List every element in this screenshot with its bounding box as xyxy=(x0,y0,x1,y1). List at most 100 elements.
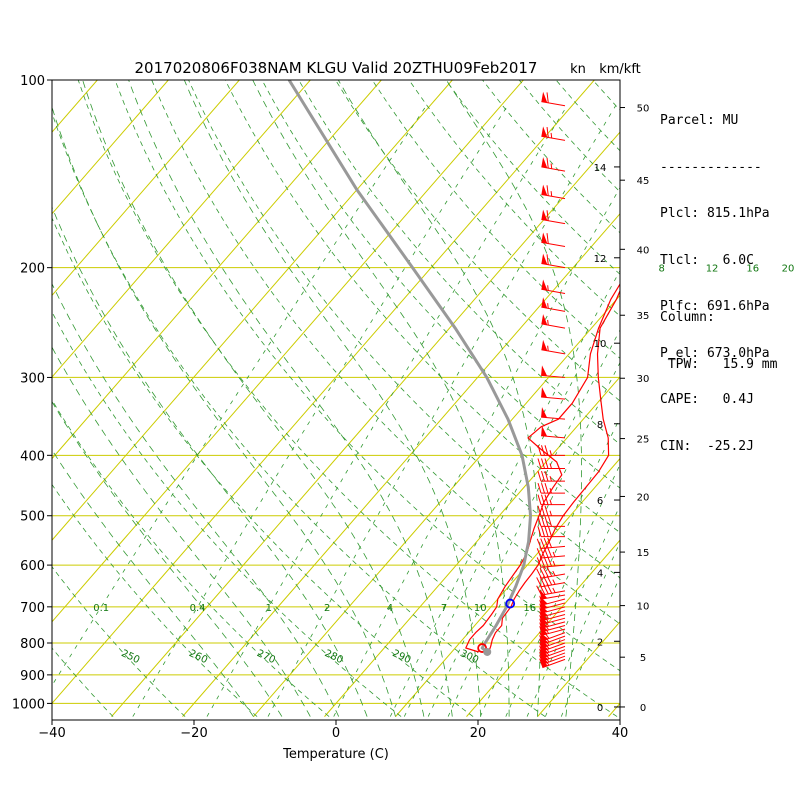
moist-adiabat--6 xyxy=(52,400,283,717)
barb-flag xyxy=(541,91,548,103)
moist-adiabat-18 xyxy=(128,80,453,717)
barb-full xyxy=(547,556,553,567)
barb-half xyxy=(547,319,549,326)
dry-adiabat-300 xyxy=(52,111,546,717)
parcel-start-point xyxy=(483,647,492,656)
barb-staff xyxy=(541,610,566,618)
moist-adiabat-26 xyxy=(252,80,510,717)
isotherm--70 xyxy=(52,80,382,460)
barb-full xyxy=(537,505,542,516)
wind-barb xyxy=(536,537,566,550)
mixing-ratio-label: 0.4 xyxy=(190,603,206,614)
barb-half xyxy=(549,475,552,482)
x-axis-label: Temperature (C) xyxy=(282,747,389,762)
barb-flag xyxy=(541,425,548,437)
barb-staff xyxy=(541,396,566,400)
pressure-tick-label: 700 xyxy=(20,601,45,616)
kft-tick-label: 40 xyxy=(637,245,650,256)
mixing-ratio-label: 10 xyxy=(474,603,487,614)
barb-full xyxy=(546,210,549,221)
mixing-ratio-label: 7 xyxy=(441,603,447,614)
temperature-tick-label: −40 xyxy=(38,726,65,741)
temperature-tick-label: −20 xyxy=(180,726,207,741)
wind-barb xyxy=(536,566,566,579)
mixing-ratio-label: 16 xyxy=(746,264,759,275)
barb-full xyxy=(546,185,549,196)
barb-full xyxy=(541,494,545,505)
isotherm--80 xyxy=(52,80,311,378)
dry-adiabat-340 xyxy=(188,80,620,579)
wind-barb xyxy=(536,556,566,568)
temperature-tick-label: 0 xyxy=(332,726,340,741)
barb-full xyxy=(544,470,549,482)
wind-barb xyxy=(537,526,565,538)
mixing-ratio-label: 20 xyxy=(782,264,795,275)
barb-flag xyxy=(541,279,548,291)
kft-tick-label: 35 xyxy=(637,311,650,322)
barb-full xyxy=(546,127,549,138)
mixing-ratio-label: 4 xyxy=(387,603,393,614)
dry-adiabat-270 xyxy=(52,399,330,717)
barb-flag xyxy=(541,387,548,398)
barb-staff xyxy=(541,135,566,141)
barb-full xyxy=(537,445,542,456)
wind-barb xyxy=(536,547,566,559)
barb-full xyxy=(544,526,549,537)
dry-adiabat-330 xyxy=(151,80,620,625)
wind-barb xyxy=(541,253,566,269)
isotherm--20 xyxy=(182,212,620,717)
barb-full xyxy=(536,548,542,559)
barb-full xyxy=(543,556,549,567)
isotherm--60 xyxy=(52,80,453,541)
barb-half xyxy=(550,191,553,197)
isotherm--30 xyxy=(111,131,620,717)
pressure-tick-label: 300 xyxy=(20,371,45,386)
parcel-info-panel: Parcel: MU ------------- Plcl: 815.1hPa … xyxy=(660,82,770,470)
kft-tick-label: 50 xyxy=(637,104,650,115)
barb-full xyxy=(539,567,546,578)
mixing-ratio-1 xyxy=(206,105,568,717)
barb-staff xyxy=(542,639,566,649)
dry-adiabat-310 xyxy=(77,80,618,717)
wind-barb xyxy=(541,126,566,141)
moist-adiabat--10 xyxy=(52,449,254,717)
barb-full xyxy=(537,483,542,494)
barb-flag xyxy=(541,365,548,376)
wind-barb xyxy=(537,445,565,456)
column-row-tpw: TPW: 15.9 mm xyxy=(660,356,778,372)
pressure-tick-label: 900 xyxy=(20,669,45,684)
wind-barb xyxy=(541,387,566,400)
barb-full xyxy=(544,494,549,505)
wind-barb xyxy=(537,483,565,494)
barb-staff xyxy=(541,594,566,600)
series-parcel xyxy=(287,80,532,654)
barb-half xyxy=(552,587,556,593)
isotherm--50 xyxy=(52,80,524,623)
mixing-ratio-0.4 xyxy=(132,105,508,717)
temperature-tick-label: 40 xyxy=(612,726,629,741)
moist-adiabat-22 xyxy=(183,80,482,717)
mixing-ratio-2 xyxy=(267,105,616,717)
barb-flag xyxy=(541,232,548,244)
barb-full xyxy=(544,505,549,516)
barb-full xyxy=(546,233,549,244)
barb-flag xyxy=(541,407,548,418)
barb-full xyxy=(537,458,542,469)
barb-full xyxy=(541,526,545,537)
pressure-tick-label: 1000 xyxy=(12,697,45,712)
marker-lcl xyxy=(477,643,488,653)
barb-staff xyxy=(542,635,566,645)
pressure-tick-label: 600 xyxy=(20,559,45,574)
barb-full xyxy=(536,538,542,549)
kft-tick-label: 15 xyxy=(637,548,650,559)
wind-barb xyxy=(541,425,566,439)
barb-full xyxy=(546,254,549,265)
parcel-row-pel: P_el: 673.0hPa xyxy=(660,345,770,361)
barb-full xyxy=(536,585,542,596)
dry-adiabat-260 xyxy=(52,483,258,717)
isotherm--90 xyxy=(52,80,240,297)
barb-full xyxy=(537,526,542,537)
wind-barb xyxy=(541,157,566,172)
marker-lfc xyxy=(505,598,516,609)
